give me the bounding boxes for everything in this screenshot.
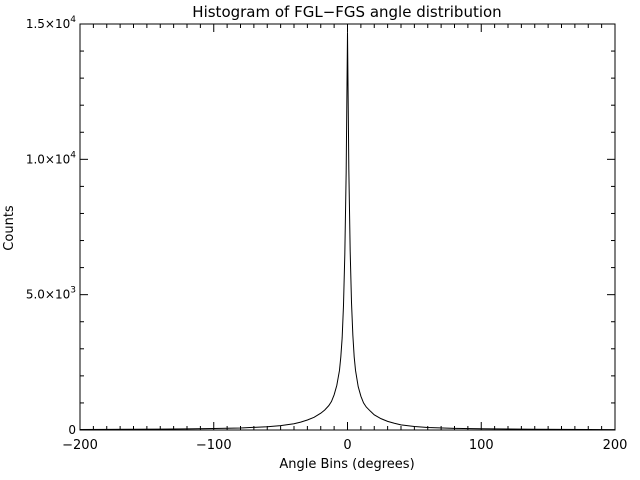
y-tick-label: 0 [68, 423, 76, 437]
y-tick-exponent: 4 [70, 15, 76, 25]
y-tick-label: 1.5×104 [26, 15, 76, 31]
y-tick-exponent: 4 [70, 150, 76, 160]
x-tick-label: −100 [196, 438, 232, 453]
x-tick-label: 100 [469, 438, 494, 453]
x-axis: −200 −100 0 100 200 [62, 24, 627, 453]
x-tick-label: −200 [62, 438, 98, 453]
y-tick-exponent: 3 [70, 286, 76, 296]
y-tick-label: 1.0×104 [26, 150, 76, 166]
x-tick-label: 0 [343, 438, 351, 453]
plot-frame [79, 23, 616, 431]
x-tick-label: 200 [603, 438, 628, 453]
plot-border [79, 23, 616, 431]
x-axis-label: Angle Bins (degrees) [279, 457, 414, 472]
y-axis-label: Counts [2, 205, 17, 251]
chart-title: Histogram of FGL−FGS angle distribution [192, 3, 501, 21]
y-axis: 0 5.0×103 1.0×104 1.5×104 [26, 15, 615, 437]
series-line [79, 32, 616, 431]
y-tick-label: 5.0×103 [26, 286, 76, 302]
